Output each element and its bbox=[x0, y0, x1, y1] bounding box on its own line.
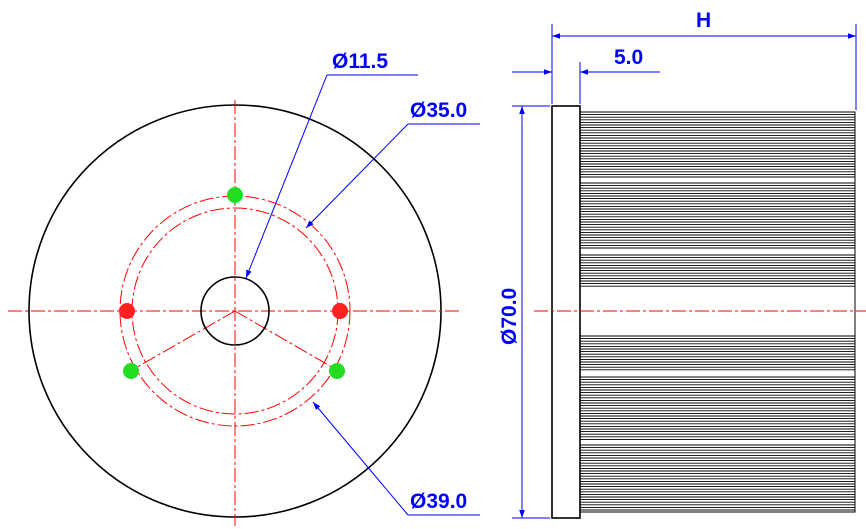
flange-body bbox=[552, 106, 580, 518]
side-view: H 5.0 Ø70.0 bbox=[498, 9, 866, 518]
dim-height: H bbox=[696, 9, 711, 32]
hole-green-lower-left bbox=[123, 363, 139, 379]
dim-inner-circle-diameter: Ø35.0 bbox=[410, 99, 467, 122]
leader-bore bbox=[246, 75, 418, 278]
dim-flange-thickness: 5.0 bbox=[614, 46, 643, 69]
front-view: Ø11.5 Ø35.0 Ø39.0 bbox=[8, 50, 480, 526]
hole-green-lower-right bbox=[329, 363, 345, 379]
hole-red-right bbox=[332, 303, 348, 319]
hole-green-top bbox=[227, 187, 243, 203]
dim-bore-diameter: Ø11.5 bbox=[332, 50, 388, 73]
dim-overall-diameter: Ø70.0 bbox=[498, 288, 521, 345]
leader-inner-circle bbox=[306, 124, 480, 228]
hole-red-left bbox=[119, 303, 135, 319]
dim-outer-circle-diameter: Ø39.0 bbox=[410, 490, 467, 513]
front-centerlines bbox=[8, 100, 462, 526]
